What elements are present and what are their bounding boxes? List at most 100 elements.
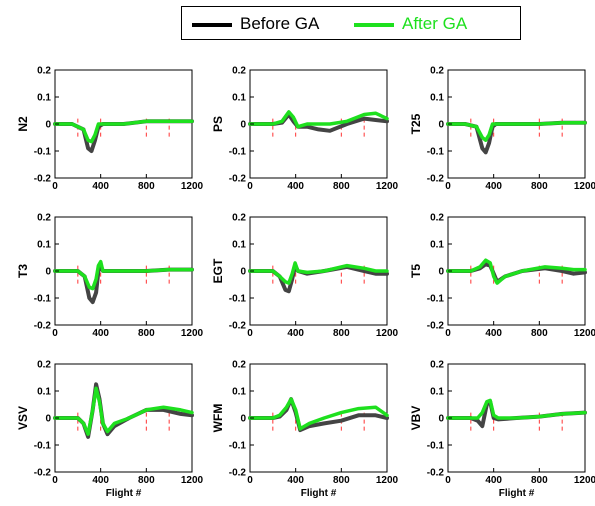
y-tick-label: 0.2 — [232, 66, 246, 77]
panel-vbv: -0.2 -0.1 0 0.1 0.2 0 400 800 1200 VBV Flight # — [409, 360, 595, 500]
legend: Before GA After GA — [181, 6, 521, 40]
x-tick-label: 1200 — [181, 328, 204, 339]
legend-before-swatch — [192, 23, 232, 27]
x-tick-label: 1200 — [376, 328, 399, 339]
y-tick-label: -0.2 — [427, 321, 445, 332]
panel-vsv: -0.2 -0.1 0 0.1 0.2 0 400 800 1200 VSV Flight # — [16, 360, 204, 500]
x-axis-label: Flight # — [499, 488, 535, 499]
y-tick-label: 0.2 — [430, 360, 444, 371]
x-axis-label: Flight # — [301, 488, 337, 499]
legend-before-label: Before GA — [240, 14, 320, 33]
panel-t25: -0.2 -0.1 0 0.1 0.2 0 400 800 1200 T25 — [409, 66, 595, 193]
x-tick-label: 800 — [333, 181, 350, 192]
series-after-ga — [446, 120, 587, 142]
x-tick-label: 400 — [287, 181, 304, 192]
y-tick-label: -0.1 — [34, 147, 52, 158]
y-tick-label: 0 — [45, 120, 51, 131]
x-tick-label: 0 — [52, 475, 58, 486]
x-tick-label: 400 — [485, 181, 502, 192]
y-tick-label: 0.1 — [232, 240, 246, 251]
series-after-ga — [53, 259, 194, 291]
y-tick-label: -0.2 — [34, 321, 52, 332]
y-tick-label: 0 — [438, 267, 444, 278]
x-tick-label: 0 — [445, 475, 451, 486]
series-after-ga — [248, 110, 389, 129]
x-tick-label: 0 — [445, 328, 451, 339]
x-tick-label: 1200 — [376, 475, 399, 486]
y-axis-label: T5 — [409, 264, 423, 278]
x-tick-label: 400 — [92, 181, 109, 192]
series-after-ga — [248, 261, 389, 285]
y-tick-label: 0.2 — [232, 213, 246, 224]
y-axis-label: T3 — [16, 264, 30, 278]
x-tick-label: 0 — [52, 328, 58, 339]
panel-egt: -0.2 -0.1 0 0.1 0.2 0 400 800 1200 EGT — [211, 213, 399, 340]
x-tick-label: 0 — [247, 181, 253, 192]
y-tick-label: 0 — [240, 267, 246, 278]
y-tick-label: -0.1 — [427, 147, 445, 158]
x-tick-label: 1200 — [574, 181, 595, 192]
y-tick-label: 0.1 — [430, 240, 444, 251]
y-tick-label: 0.2 — [37, 66, 51, 77]
y-axis-label: VBV — [409, 406, 423, 431]
y-tick-label: 0.1 — [232, 387, 246, 398]
x-tick-label: 0 — [52, 181, 58, 192]
x-tick-label: 400 — [485, 328, 502, 339]
y-tick-label: 0 — [438, 414, 444, 425]
y-tick-label: -0.2 — [427, 468, 445, 479]
legend-after-swatch — [354, 23, 394, 27]
series-after-ga — [53, 119, 194, 144]
x-tick-label: 400 — [287, 475, 304, 486]
y-tick-label: -0.2 — [229, 174, 247, 185]
y-tick-label: 0.2 — [37, 213, 51, 224]
x-tick-label: 800 — [138, 475, 155, 486]
x-tick-label: 1200 — [376, 181, 399, 192]
y-axis-label: N2 — [16, 116, 30, 132]
legend-after-label: After GA — [402, 14, 468, 33]
x-tick-label: 0 — [445, 181, 451, 192]
y-tick-label: 0 — [45, 267, 51, 278]
x-tick-label: 1200 — [181, 181, 204, 192]
y-axis-label: WFM — [211, 404, 225, 433]
x-tick-label: 0 — [247, 475, 253, 486]
series-after-ga — [446, 258, 587, 285]
x-tick-label: 0 — [247, 328, 253, 339]
panel-wfm: -0.2 -0.1 0 0.1 0.2 0 400 800 1200 WFM Flight # — [211, 360, 399, 500]
x-tick-label: 800 — [333, 475, 350, 486]
y-tick-label: -0.1 — [229, 294, 247, 305]
panel-ps: -0.2 -0.1 0 0.1 0.2 0 400 800 1200 PS — [211, 66, 399, 193]
y-tick-label: 0.2 — [430, 213, 444, 224]
x-tick-label: 800 — [333, 328, 350, 339]
x-tick-label: 400 — [92, 328, 109, 339]
y-tick-label: -0.1 — [229, 441, 247, 452]
y-axis-label: EGT — [211, 258, 225, 283]
y-tick-label: 0.1 — [430, 387, 444, 398]
panel-n2: -0.2 -0.1 0 0.1 0.2 0 400 800 1200 N2 — [16, 66, 204, 193]
y-tick-label: 0.1 — [430, 93, 444, 104]
y-tick-label: -0.2 — [427, 174, 445, 185]
y-tick-label: -0.1 — [427, 441, 445, 452]
y-tick-label: 0.2 — [37, 360, 51, 371]
x-tick-label: 800 — [138, 181, 155, 192]
y-tick-label: 0 — [240, 120, 246, 131]
x-tick-label: 800 — [531, 475, 548, 486]
x-tick-label: 400 — [485, 475, 502, 486]
y-tick-label: -0.2 — [229, 321, 247, 332]
x-tick-label: 800 — [138, 328, 155, 339]
x-tick-label: 1200 — [574, 328, 595, 339]
y-tick-label: -0.1 — [229, 147, 247, 158]
y-tick-label: -0.1 — [34, 441, 52, 452]
series-after-ga — [446, 398, 587, 420]
y-axis-label: PS — [211, 116, 225, 132]
x-tick-label: 1200 — [574, 475, 595, 486]
y-tick-label: 0 — [240, 414, 246, 425]
y-tick-label: 0.2 — [430, 66, 444, 77]
x-tick-label: 800 — [531, 181, 548, 192]
y-axis-label: T25 — [409, 113, 423, 134]
x-axis-label: Flight # — [106, 488, 142, 499]
y-tick-label: 0.1 — [37, 387, 51, 398]
y-tick-label: 0.2 — [232, 360, 246, 371]
y-tick-label: -0.2 — [34, 468, 52, 479]
x-tick-label: 400 — [92, 475, 109, 486]
